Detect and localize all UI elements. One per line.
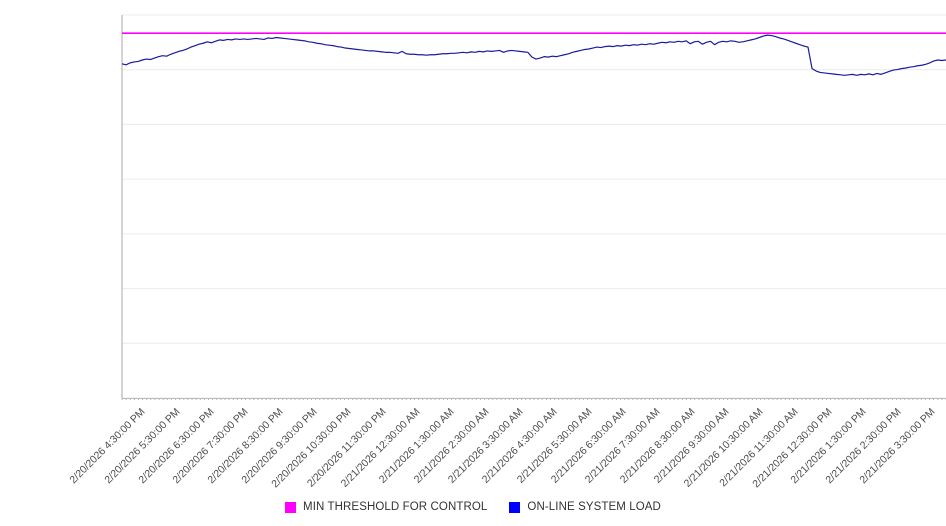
online-system-load-series [121,34,946,76]
gridlines [122,14,946,399]
line-chart-svg [121,14,946,400]
chart-legend: MIN THRESHOLD FOR CONTROL ON-LINE SYSTEM… [0,496,946,518]
plot-area [121,14,946,400]
legend-swatch-online-system-load [509,501,521,513]
legend-item-online-system-load[interactable]: ON-LINE SYSTEM LOAD [509,501,661,513]
x-axis-tick-labels: 2/20/2026 4:30:00 PM 2/20/2026 5:30:00 PM… [0,398,946,494]
legend-swatch-min-threshold [285,501,297,513]
legend-label-min-threshold: MIN THRESHOLD FOR CONTROL [303,501,488,513]
legend-label-online-system-load: ON-LINE SYSTEM LOAD [527,501,661,513]
legend-item-min-threshold[interactable]: MIN THRESHOLD FOR CONTROL [285,501,487,513]
